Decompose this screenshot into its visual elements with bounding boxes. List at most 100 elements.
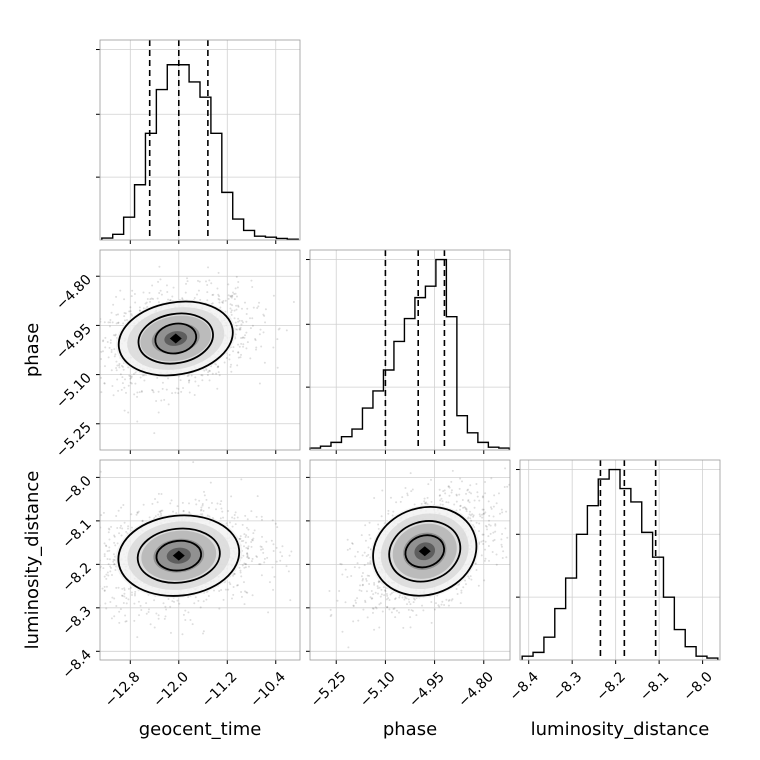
scatter-point [127,411,130,414]
scatter-point [130,376,133,379]
scatter-point [251,324,254,327]
scatter-point [468,491,471,494]
scatter-point [91,355,93,357]
scatter-point [109,570,112,573]
scatter-point [114,334,117,337]
scatter-point [125,620,128,623]
scatter-point [93,369,95,371]
y-tick-label: −5.25 [53,419,95,461]
scatter-point [158,265,161,268]
scatter-point [229,295,232,298]
scatter-point [366,562,369,565]
scatter-point [475,521,478,524]
scatter-point [250,541,253,544]
scatter-point [160,509,163,512]
scatter-point [138,391,141,394]
scatter-point [450,599,453,602]
scatter-point [96,508,98,510]
scatter-point [443,489,446,492]
histogram-luminosity_distance [516,459,721,664]
scatter-point [423,500,426,503]
scatter-point [511,505,513,507]
scatter-point [216,502,219,505]
scatter-point [141,374,144,377]
scatter-point [409,472,412,475]
y-tick-label: −5.10 [53,370,95,412]
scatter-point [227,283,230,286]
scatter-point [276,338,279,341]
histogram-geocent_time-bg [100,40,300,240]
scatter-point [187,379,190,382]
scatter-point [401,496,404,499]
scatter-point [120,388,123,391]
scatter-point [45,514,47,516]
scatter-point [123,311,126,314]
scatter-point [200,508,203,511]
histogram-phase-frame [309,249,511,451]
scatter-point [361,578,364,581]
scatter-point [206,299,209,302]
scatter-point [262,313,265,316]
scatter-point [413,598,416,601]
scatter-point [271,519,274,522]
scatter-point [484,524,487,527]
scatter-point [123,315,126,318]
scatter-point [200,506,203,509]
scatter-point [128,374,131,377]
scatter-point [338,589,341,592]
scatter-point [165,284,168,287]
scatter-point [376,585,379,588]
scatter-point [243,301,246,304]
scatter-point [206,373,209,376]
scatter-point [79,352,81,354]
scatter-point [278,327,281,330]
scatter-point [255,515,258,518]
scatter-point [103,365,106,368]
scatter-point [127,527,130,530]
scatter-point [108,549,111,552]
scatter-point [107,356,110,359]
scatter-point [127,598,130,601]
scatter-point [495,502,498,505]
scatter-point [361,584,364,587]
scatter-point [256,495,259,498]
scatter-point [178,602,181,605]
scatter-point [459,508,462,511]
scatter-point [201,374,204,377]
scatter-point [447,485,450,488]
scatter-point [146,297,149,300]
scatter-point [230,313,233,316]
scatter-point [383,594,386,597]
scatter-point [83,550,85,552]
scatter-point [356,597,359,600]
scatter-point [187,374,190,377]
scatter-geocent_time-luminosity_distance-frame [99,459,301,661]
scatter-point [364,524,367,527]
scatter-point [231,291,234,294]
scatter-point [275,546,278,549]
scatter-point [100,391,103,394]
scatter-point [272,294,275,297]
scatter-point [164,615,167,618]
scatter-point [147,611,150,614]
scatter-point [201,379,204,382]
scatter-point [368,521,371,524]
scatter-point [230,363,233,366]
x-tick-label: −11.2 [199,669,241,711]
scatter-point [153,626,156,629]
scatter-point [253,529,256,532]
scatter-point [240,342,243,345]
scatter-point [238,566,241,569]
scatter-point [177,392,180,395]
scatter-geocent_time-phase [79,249,301,454]
scatter-point [129,310,132,313]
scatter-point [173,600,176,603]
scatter-point [407,598,410,601]
scatter-point [207,595,210,598]
scatter-point [448,494,451,497]
scatter-point [366,574,369,577]
scatter-point [107,574,110,577]
scatter-point [136,636,139,639]
scatter-point [87,554,89,556]
scatter-point [109,565,112,568]
